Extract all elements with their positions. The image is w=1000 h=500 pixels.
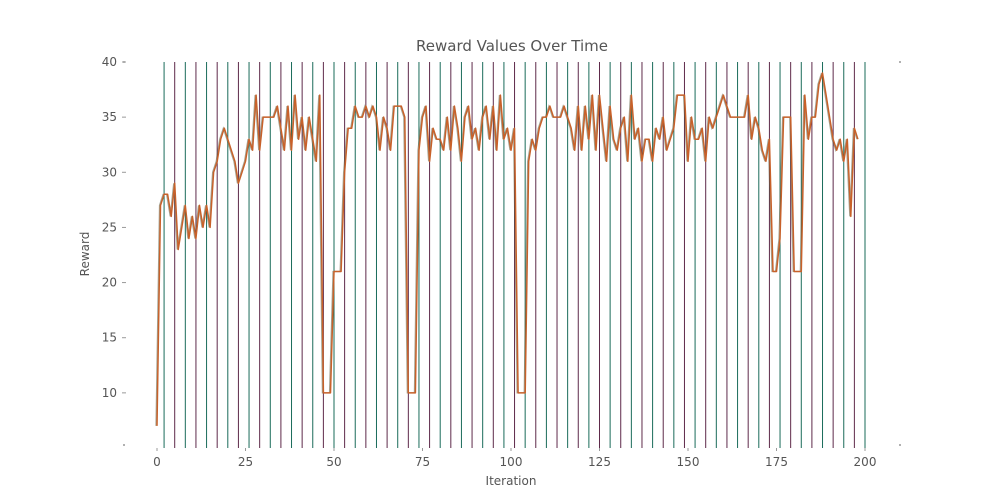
plot-area (155, 72, 859, 426)
vertical-reference-lines (163, 62, 866, 448)
axes: 0 25 50 75 100 125 150 175 200 10 15 20 25 30 35 40 (102, 55, 901, 469)
x-tick-label: 75 (415, 455, 430, 469)
axis-corner-mark (899, 61, 901, 63)
x-tick-label: 200 (854, 455, 877, 469)
chart-title: Reward Values Over Time (416, 37, 608, 55)
y-tick-label: 35 (102, 110, 117, 124)
x-tick-label: 175 (765, 455, 788, 469)
y-tick-label: 15 (102, 331, 117, 345)
y-tick-label: 10 (102, 386, 117, 400)
axis-corner-mark (123, 444, 125, 446)
x-axis-title: Iteration (486, 474, 537, 488)
y-axis-title: Reward (78, 232, 92, 277)
x-tick-label: 100 (500, 455, 523, 469)
y-tick-label: 25 (102, 220, 117, 234)
axis-corner-mark (899, 444, 901, 446)
x-tick-label: 0 (153, 455, 161, 469)
x-tick-label: 150 (677, 455, 700, 469)
y-tick-label: 40 (102, 55, 117, 69)
y-tick-label: 20 (102, 276, 117, 290)
y-tick-label: 30 (102, 165, 117, 179)
reward-series-line (156, 72, 859, 426)
x-tick-label: 25 (238, 455, 253, 469)
axis-corner-mark (123, 61, 125, 63)
x-tick-label: 125 (588, 455, 611, 469)
x-tick-label: 50 (326, 455, 341, 469)
reward-series-shadow (155, 72, 858, 426)
